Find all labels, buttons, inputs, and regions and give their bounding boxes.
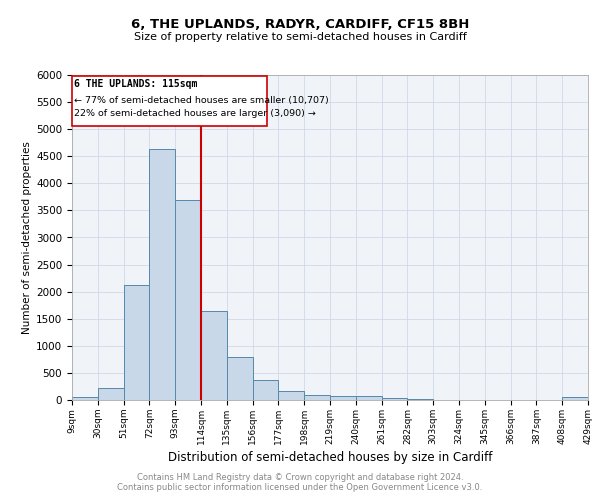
Bar	[253, 380, 278, 400]
Bar	[330, 396, 356, 400]
Bar	[175, 200, 201, 400]
Text: Size of property relative to semi-detached houses in Cardiff: Size of property relative to semi-detach…	[134, 32, 466, 42]
Bar	[124, 285, 149, 400]
Bar	[278, 391, 304, 400]
Text: 6 THE UPLANDS: 115sqm: 6 THE UPLANDS: 115sqm	[74, 80, 198, 90]
Bar	[382, 398, 407, 400]
X-axis label: Distribution of semi-detached houses by size in Cardiff: Distribution of semi-detached houses by …	[168, 451, 492, 464]
Bar	[356, 396, 382, 400]
Bar	[72, 398, 98, 400]
Bar	[562, 398, 588, 400]
Text: Contains HM Land Registry data © Crown copyright and database right 2024.
Contai: Contains HM Land Registry data © Crown c…	[118, 473, 482, 492]
Y-axis label: Number of semi-detached properties: Number of semi-detached properties	[22, 141, 32, 334]
Text: 22% of semi-detached houses are larger (3,090) →: 22% of semi-detached houses are larger (…	[74, 108, 316, 118]
Bar	[201, 310, 227, 400]
Text: 6, THE UPLANDS, RADYR, CARDIFF, CF15 8BH: 6, THE UPLANDS, RADYR, CARDIFF, CF15 8BH	[131, 18, 469, 30]
Bar	[407, 399, 433, 400]
Text: ← 77% of semi-detached houses are smaller (10,707): ← 77% of semi-detached houses are smalle…	[74, 96, 329, 104]
FancyBboxPatch shape	[72, 76, 268, 126]
Bar	[227, 356, 253, 400]
Bar	[98, 388, 124, 400]
Bar	[304, 394, 330, 400]
Bar	[149, 148, 175, 400]
